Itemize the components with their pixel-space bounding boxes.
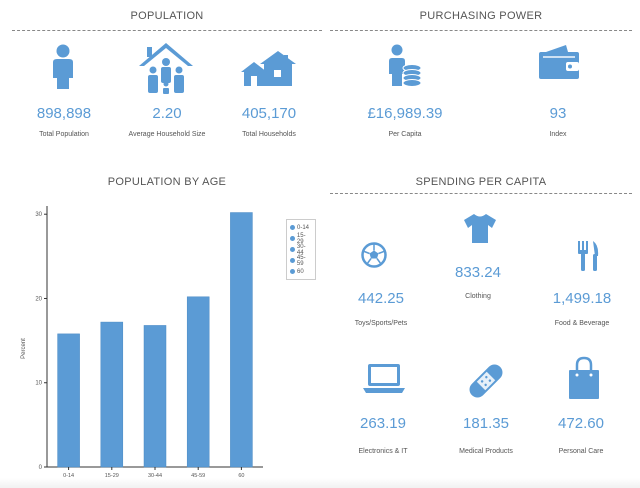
- bandage-icon: [469, 364, 503, 398]
- purchasing-power-title: PURCHASING POWER: [419, 10, 543, 22]
- electronics-it-label: Electronics & IT: [358, 448, 408, 455]
- purchasing-power-divider: [330, 30, 632, 31]
- total-population-value: 898,898: [36, 105, 92, 122]
- laptop-icon: [363, 364, 405, 393]
- legend-item: 0-14: [290, 222, 312, 233]
- personal-care-value: 472.60: [558, 415, 604, 432]
- y-axis-title: Percent: [21, 338, 27, 359]
- person-coins-icon: [389, 44, 422, 87]
- population-by-age-chart: 0 10 20 30 Percent 0-14 15-29 30-44 45-59 60: [21, 206, 263, 479]
- legend-label: 0-14: [297, 224, 310, 231]
- population-divider: [12, 30, 322, 31]
- legend-item: 30-44: [290, 243, 312, 256]
- legend-label: 15-29: [296, 232, 306, 245]
- bar-15-29: [100, 321, 124, 468]
- clothing-value: 833.24: [455, 264, 501, 281]
- electronics-it-value: 263.19: [360, 415, 406, 432]
- tshirt-icon: [464, 214, 496, 243]
- y-tick-label: 30: [35, 212, 42, 218]
- legend-marker: [290, 225, 295, 230]
- food-beverage-value: 1,499.18: [552, 290, 612, 307]
- personal-care-label: Personal Care: [558, 448, 604, 455]
- clothing-label: Clothing: [465, 293, 491, 300]
- legend-item: 60: [290, 266, 312, 277]
- total-households-value: 405,170: [241, 105, 297, 122]
- y-tick-label: 10: [35, 381, 42, 387]
- family-house-icon: [139, 43, 193, 94]
- total-households-label: Total Households: [242, 131, 296, 138]
- legend-item: 15-29: [290, 232, 312, 245]
- bar-30-44: [143, 325, 167, 468]
- toys-sports-pets-value: 442.25: [358, 290, 404, 307]
- legend-marker: [290, 236, 295, 241]
- x-tick-label: 45-59: [191, 473, 205, 479]
- per-capita-label: Per Capita: [388, 131, 422, 138]
- spending-divider: [330, 193, 632, 194]
- bar-0-14: [57, 333, 80, 468]
- x-tick-label: 30-44: [148, 473, 162, 479]
- population-title: POPULATION: [130, 10, 204, 22]
- bottom-fade: [0, 478, 640, 488]
- person-icon: [53, 44, 73, 89]
- y-tick-label: 0: [39, 465, 43, 471]
- food-beverage-label: Food & Beverage: [554, 320, 610, 327]
- index-label: Index: [549, 131, 567, 138]
- legend-item: 45-59: [290, 254, 312, 267]
- toys-sports-pets-label: Toys/Sports/Pets: [354, 320, 408, 327]
- x-tick-label: 15-29: [105, 473, 119, 479]
- index-value: 93: [549, 105, 567, 122]
- bar-60: [230, 212, 253, 468]
- shopping-bag-icon: [569, 356, 599, 399]
- population-by-age-title: POPULATION BY AGE: [107, 176, 227, 188]
- fork-knife-icon: [578, 241, 599, 271]
- legend-marker: [290, 269, 295, 274]
- total-population-label: Total Population: [39, 131, 89, 138]
- legend-label: 30-44: [296, 243, 306, 256]
- spending-per-capita-title: SPENDING PER CAPITA: [415, 176, 547, 188]
- bar-45-59: [186, 296, 210, 468]
- wallet-icon: [539, 45, 579, 79]
- x-tick-label: 60: [238, 473, 244, 479]
- medical-products-value: 181.35: [463, 415, 509, 432]
- chart-legend: 0-14 15-29 30-44 45-59 60: [286, 219, 316, 280]
- houses-icon: [241, 51, 296, 86]
- x-tick-label: 0-14: [63, 473, 74, 479]
- soccer-ball-icon: [361, 242, 387, 268]
- legend-label: 45-59: [296, 254, 306, 267]
- average-household-size-value: 2.20: [152, 105, 182, 122]
- average-household-size-label: Average Household Size: [128, 131, 206, 138]
- per-capita-value: £16,989.39: [367, 105, 443, 122]
- medical-products-label: Medical Products: [459, 448, 513, 455]
- legend-marker: [290, 247, 295, 252]
- legend-marker: [290, 258, 295, 263]
- y-tick-label: 20: [35, 296, 42, 302]
- legend-label: 60: [297, 268, 304, 275]
